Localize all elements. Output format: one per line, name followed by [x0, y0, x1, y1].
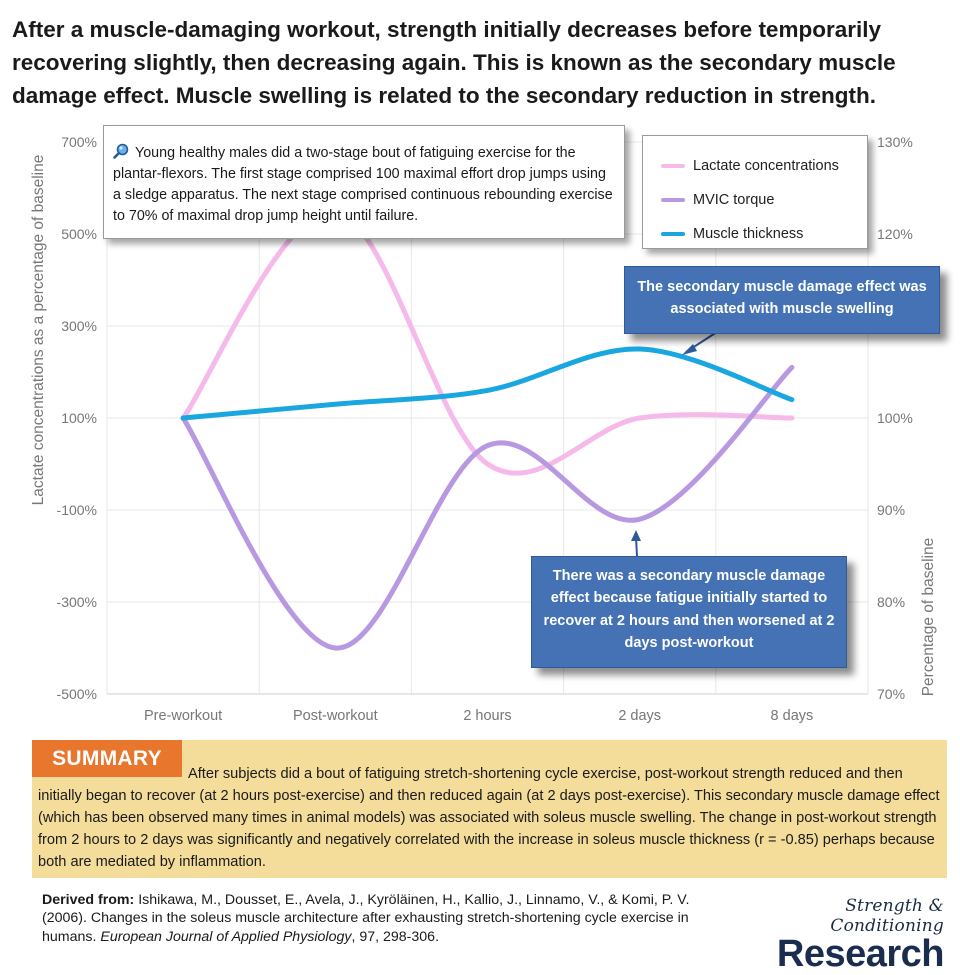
y-right-axis-label: Percentage of baseline	[920, 538, 937, 697]
y-left-tick: 100%	[61, 410, 97, 426]
study-description-text: Young healthy males did a two-stage bout…	[113, 145, 613, 225]
y-left-tick: -100%	[57, 502, 97, 518]
reference-label: Derived from:	[42, 892, 135, 908]
annotation-swelling: The secondary muscle damage effect was a…	[624, 266, 940, 334]
headline: After a muscle-damaging workout, strengt…	[12, 17, 896, 108]
reference-authors: Ishikawa, M., Dousset, E., Avela, J., Ky…	[42, 892, 690, 945]
magnifier-icon	[113, 143, 129, 159]
y-left-axis-label: Lactate concentrations as a percentage o…	[30, 155, 47, 506]
legend-swatch-thickness	[661, 232, 685, 236]
legend-item-lactate: Lactate concentrations	[661, 149, 867, 183]
chart-legend: Lactate concentrations MVIC torque Muscl…	[642, 135, 868, 249]
summary-box: After subjects did a bout of fatiguing s…	[32, 740, 947, 878]
x-tick: 8 days	[771, 708, 814, 724]
y-right-tick: 70%	[877, 686, 905, 702]
x-tick: Post-workout	[293, 708, 378, 724]
y-left-tick: 700%	[61, 134, 97, 150]
y-right-tick: 130%	[877, 134, 913, 150]
y-left-tick: 500%	[61, 226, 97, 242]
legend-label-lactate: Lactate concentrations	[693, 158, 839, 174]
legend-label-mvic: MVIC torque	[693, 192, 775, 208]
y-left-tick: -300%	[57, 594, 97, 610]
summary-text: After subjects did a bout of fatiguing s…	[38, 766, 940, 870]
y-left-tick: -500%	[57, 686, 97, 702]
brand-logo: Strength & Conditioning Research	[760, 896, 945, 975]
annotation-secondary-effect: There was a secondary muscle damage effe…	[531, 556, 847, 668]
swelling-arrowhead	[682, 344, 697, 355]
y-right-tick: 120%	[877, 226, 913, 242]
secondary-arrowhead	[631, 530, 641, 541]
legend-swatch-lactate	[661, 164, 685, 168]
reference-citation: Derived from: Ishikawa, M., Dousset, E.,…	[42, 891, 732, 946]
series-line-mvic-torque	[180, 364, 795, 651]
chart-series	[180, 208, 795, 651]
legend-item-mvic: MVIC torque	[661, 183, 867, 217]
series-line-lactate-concentrations	[180, 208, 795, 476]
x-tick: 2 days	[618, 708, 661, 724]
reference-details: , 97, 298-306.	[351, 928, 440, 945]
x-tick: 2 hours	[463, 708, 511, 724]
y-right-tick: 100%	[877, 410, 913, 426]
logo-line-1: Strength & Conditioning	[830, 896, 944, 936]
series-line-muscle-thickness	[180, 346, 795, 421]
legend-label-thickness: Muscle thickness	[693, 226, 804, 242]
summary-tag: SUMMARY	[32, 740, 182, 777]
legend-item-thickness: Muscle thickness	[661, 217, 867, 251]
legend-swatch-mvic	[661, 198, 685, 202]
y-right-tick: 90%	[877, 502, 905, 518]
y-right-tick: 80%	[877, 594, 905, 610]
x-tick: Pre-workout	[144, 708, 222, 724]
logo-line-2: Research	[776, 933, 945, 975]
reference-journal: European Journal of Applied Physiology	[100, 928, 352, 945]
study-description-box: Young healthy males did a two-stage bout…	[103, 125, 625, 239]
y-left-tick: 300%	[61, 318, 97, 334]
